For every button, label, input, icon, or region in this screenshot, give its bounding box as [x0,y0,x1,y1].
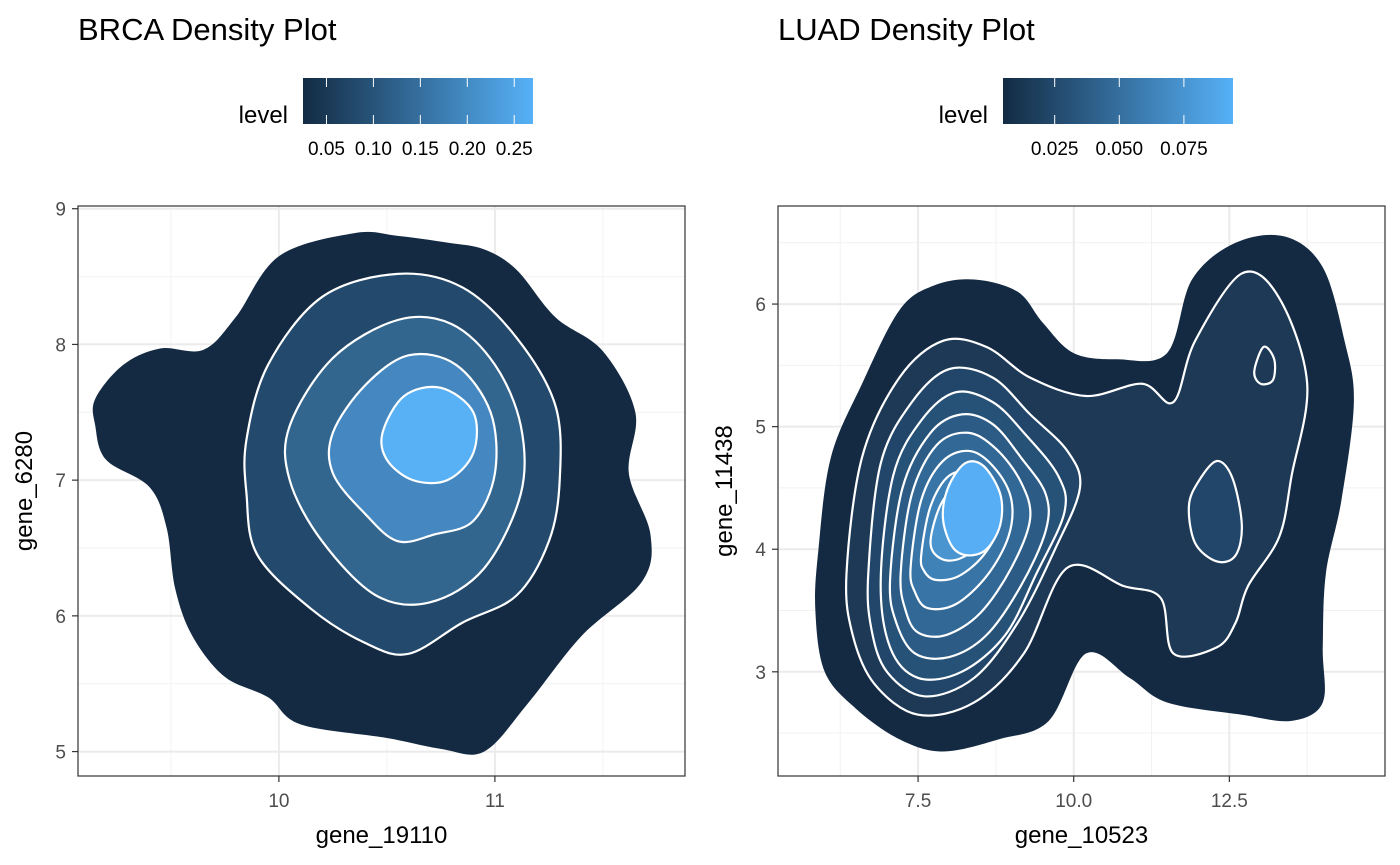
y-tick-label: 4 [755,540,766,561]
density-bands [815,234,1354,752]
legend-tick-label: 0.075 [1160,139,1208,160]
x-axis-title: gene_10523 [1015,822,1148,849]
legend-colorbar [303,78,533,124]
x-axis-title: gene_19110 [316,822,448,849]
y-tick-label: 7 [55,471,66,492]
legend-tick-label: 0.15 [402,139,439,160]
y-tick-label: 5 [755,418,766,439]
chart-2: LUAD Density Plot level 0.025 0.050 0.075 7.5… [711,12,1386,849]
x-tick-label: 10 [268,791,289,812]
legend-tick-label: 0.05 [308,139,345,160]
density-band-level-5 [380,385,479,485]
y-axis-title: gene_6280 [11,431,38,551]
chart-1: BRCA Density Plot level 0.05 0.10 0.15 0.20 0.… [11,12,686,849]
legend-tick-label: 0.10 [355,139,392,160]
panel-border [77,205,686,777]
y-tick-label: 8 [55,335,66,356]
x-tick-label: 12.5 [1211,791,1248,812]
panel-border [777,205,1386,777]
y-tick-label: 9 [55,200,66,221]
legend-tick-label: 0.025 [1031,139,1079,160]
density-band-level-10 [941,460,1004,557]
chart-title: BRCA Density Plot [78,12,337,47]
x-tick-label: 10.0 [1055,791,1092,812]
y-axis-title: gene_11438 [711,425,738,557]
y-tick-label: 5 [55,743,66,764]
density-band-level-12 [1253,345,1277,386]
y-tick-label: 6 [755,295,766,316]
chart-title: LUAD Density Plot [778,12,1035,47]
legend-tick-label: 0.25 [496,139,533,160]
legend: level 0.05 0.10 0.15 0.20 0.25 [239,78,533,160]
x-tick-label: 7.5 [905,791,931,812]
x-tick-label: 11 [485,791,505,812]
density-bands [92,231,652,755]
legend: level 0.025 0.050 0.075 [939,78,1233,160]
y-tick-label: 3 [755,663,766,684]
legend-tick-label: 0.20 [449,139,486,160]
legend-title: level [239,102,288,129]
legend-title: level [939,102,988,129]
legend-colorbar [1003,78,1233,124]
legend-tick-label: 0.050 [1096,139,1144,160]
y-tick-label: 6 [55,607,66,628]
density-band-level-11 [1187,459,1243,564]
